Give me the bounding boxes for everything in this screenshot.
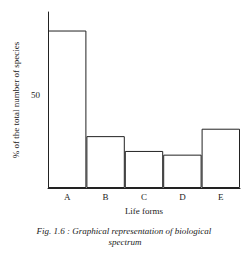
svg-text:Fig. 1.6 : Graphical represent: Fig. 1.6 : Graphical representation of b…: [35, 226, 213, 236]
svg-text:C: C: [141, 192, 147, 202]
svg-text:B: B: [103, 192, 109, 202]
svg-text:D: D: [179, 192, 186, 202]
svg-text:Life forms: Life forms: [125, 206, 164, 216]
svg-text:% of the total number of speci: % of the total number of species: [11, 41, 21, 158]
svg-text:50: 50: [31, 90, 41, 100]
svg-text:E: E: [218, 192, 224, 202]
svg-text:spectrum: spectrum: [109, 237, 142, 247]
svg-text:A: A: [64, 192, 71, 202]
